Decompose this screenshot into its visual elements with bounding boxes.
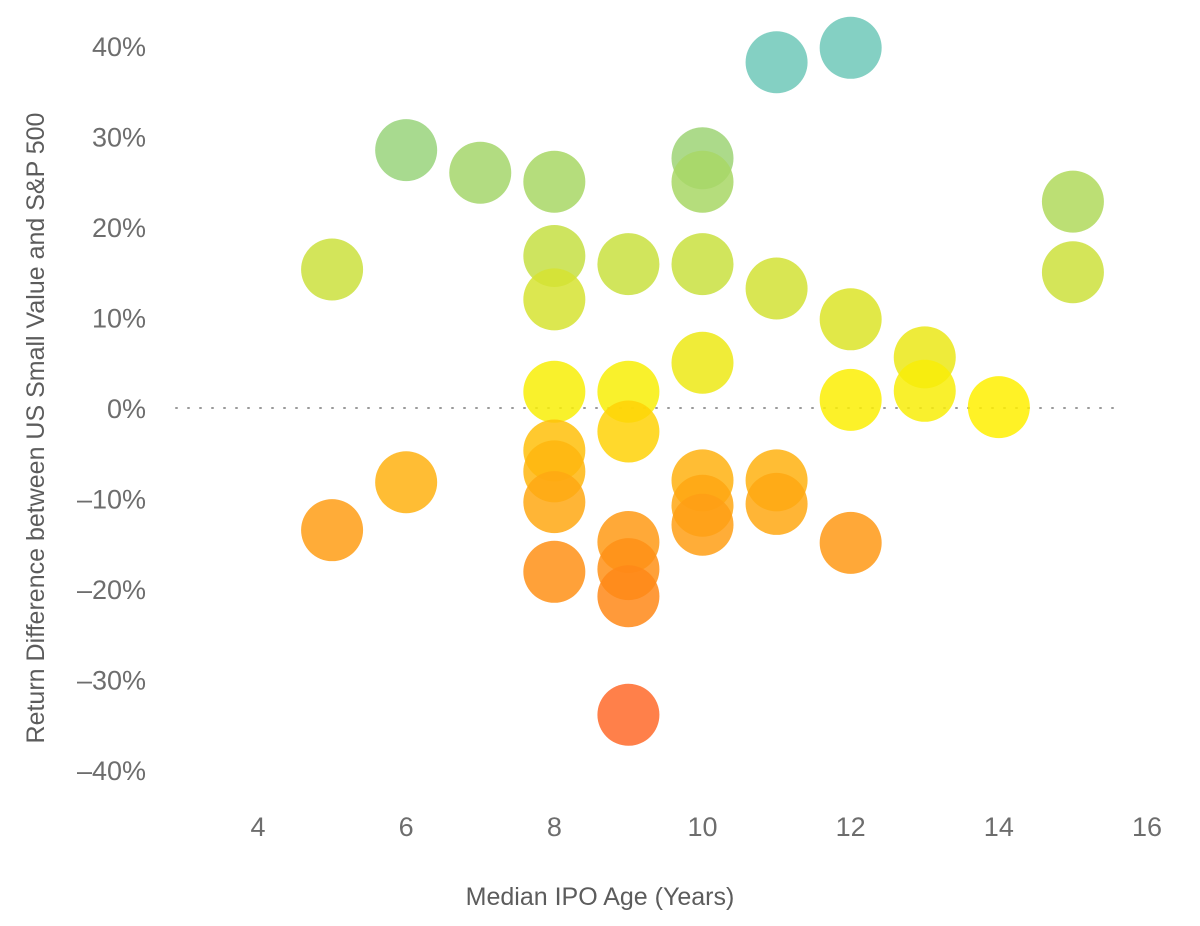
- data-point: [893, 359, 956, 422]
- y-axis-label: Return Difference between US Small Value…: [22, 113, 50, 744]
- y-tick-label: 30%: [92, 123, 146, 153]
- y-tick-label: 20%: [92, 213, 146, 243]
- data-point: [745, 257, 808, 320]
- y-tick-label: 0%: [107, 394, 146, 424]
- data-point: [523, 150, 586, 213]
- data-point: [523, 471, 586, 534]
- y-tick-label: –40%: [77, 756, 146, 786]
- y-tick-label: –30%: [77, 666, 146, 696]
- data-point: [671, 331, 734, 394]
- data-point: [523, 540, 586, 603]
- x-axis-label: Median IPO Age (Years): [466, 883, 735, 911]
- data-point: [523, 224, 586, 287]
- y-tick-label: –10%: [77, 485, 146, 515]
- data-point: [1041, 241, 1104, 304]
- data-point: [597, 565, 660, 628]
- x-tick-label: 4: [250, 812, 265, 842]
- x-tick-label: 14: [984, 812, 1014, 842]
- data-point: [597, 400, 660, 463]
- data-point: [671, 150, 734, 213]
- x-tick-label: 8: [547, 812, 562, 842]
- x-axis-ticks: 4 6 8 10 12 14 16: [250, 812, 1162, 842]
- data-point: [375, 119, 438, 182]
- y-axis-ticks: –40% –30% –20% –10% 0% 10% 20% 30% 40%: [77, 32, 146, 786]
- data-points: [301, 16, 1104, 746]
- data-point: [523, 268, 586, 331]
- data-point: [1041, 170, 1104, 233]
- data-point: [745, 472, 808, 535]
- x-tick-label: 6: [399, 812, 414, 842]
- data-point: [597, 233, 660, 296]
- y-tick-label: 10%: [92, 304, 146, 334]
- data-point: [523, 360, 586, 423]
- data-point: [597, 683, 660, 746]
- x-tick-label: 10: [687, 812, 717, 842]
- y-tick-label: –20%: [77, 575, 146, 605]
- data-point: [671, 493, 734, 556]
- data-point: [819, 368, 882, 431]
- data-point: [375, 451, 438, 514]
- data-point: [819, 288, 882, 351]
- data-point: [819, 511, 882, 574]
- x-tick-label: 12: [836, 812, 866, 842]
- data-point: [819, 16, 882, 79]
- data-point: [745, 31, 808, 94]
- data-point: [449, 141, 512, 204]
- data-point: [967, 376, 1030, 439]
- data-point: [301, 499, 364, 562]
- data-point: [671, 233, 734, 296]
- y-tick-label: 40%: [92, 32, 146, 62]
- data-point: [301, 238, 364, 301]
- x-tick-label: 16: [1132, 812, 1162, 842]
